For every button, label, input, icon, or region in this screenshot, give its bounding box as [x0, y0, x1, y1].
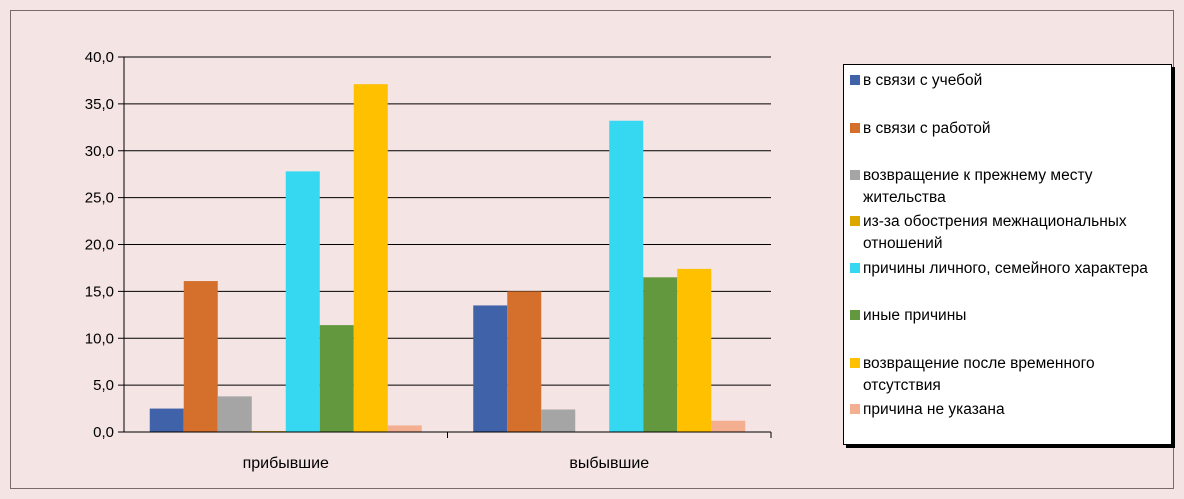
- x-category-label: выбывшие: [569, 455, 649, 472]
- legend-item-not-specified: причина не указана: [850, 399, 1168, 421]
- legend-item-return-home: возвращение к прежнему месту жительства: [850, 165, 1168, 209]
- bar: [183, 281, 218, 432]
- legend-swatch-return-home: [850, 170, 860, 180]
- x-category-label: прибывшие: [243, 455, 329, 472]
- bar: [319, 325, 354, 432]
- legend-item-interethnic: из-за обострения межнациональных отношен…: [850, 211, 1168, 255]
- legend-label-temporary-absence: возвращение после временного отсутствия: [863, 355, 1095, 394]
- legend-swatch-study: [850, 75, 860, 85]
- bar: [285, 171, 320, 432]
- legend-label-personal: причины личного, семейного характера: [863, 260, 1148, 277]
- legend-swatch-interethnic: [850, 216, 860, 226]
- legend-label-work: в связи с работой: [863, 120, 991, 137]
- legend-swatch-not-specified: [850, 404, 860, 414]
- legend-item-work: в связи с работой: [850, 118, 1168, 140]
- chart-frame: 0,0 5,0 10,0 15,0 20,0 25,0 30,0 35,0 40,0 прибыв…: [10, 10, 1174, 489]
- y-tick-label: 5,0: [93, 377, 114, 394]
- y-tick-label: 25,0: [85, 190, 114, 207]
- legend-label-study: в связи с учебой: [863, 72, 983, 89]
- legend-swatch-temporary-absence: [850, 358, 860, 368]
- legend-item-other: иные причины: [850, 305, 1168, 327]
- y-tick-label: 35,0: [85, 96, 114, 113]
- legend-label-return-home: возвращение к прежнему месту жительства: [863, 167, 1093, 206]
- bar-chart: 0,0 5,0 10,0 15,0 20,0 25,0 30,0 35,0 40,0 прибыв…: [85, 49, 772, 472]
- y-tick-label: 0,0: [93, 424, 114, 441]
- legend-swatch-work: [850, 123, 860, 133]
- bar: [609, 120, 644, 432]
- y-tick-label: 15,0: [85, 283, 114, 300]
- legend-item-personal: причины личного, семейного характера: [850, 258, 1168, 280]
- y-tick-label: 30,0: [85, 143, 114, 160]
- bar: [507, 291, 542, 432]
- legend-label-other: иные причины: [863, 307, 967, 324]
- bar: [387, 425, 422, 432]
- bar: [541, 409, 576, 432]
- bar: [353, 84, 388, 432]
- legend-item-temporary-absence: возвращение после временного отсутствия: [850, 353, 1168, 397]
- legend-swatch-personal: [850, 263, 860, 273]
- legend-swatch-other: [850, 310, 860, 320]
- bar: [643, 277, 678, 432]
- bar: [677, 268, 712, 432]
- legend-label-interethnic: из-за обострения межнациональных отношен…: [863, 213, 1127, 252]
- bar: [473, 305, 508, 432]
- y-tick-label: 40,0: [85, 49, 114, 66]
- bar: [217, 396, 252, 432]
- y-tick-label: 20,0: [85, 237, 114, 254]
- bar: [149, 408, 184, 432]
- legend-label-not-specified: причина не указана: [863, 401, 1005, 418]
- y-tick-label: 10,0: [85, 330, 114, 347]
- bar: [711, 420, 746, 432]
- legend-item-study: в связи с учебой: [850, 70, 1168, 92]
- chart-legend: в связи с учебой в связи с работой возвр…: [843, 64, 1172, 445]
